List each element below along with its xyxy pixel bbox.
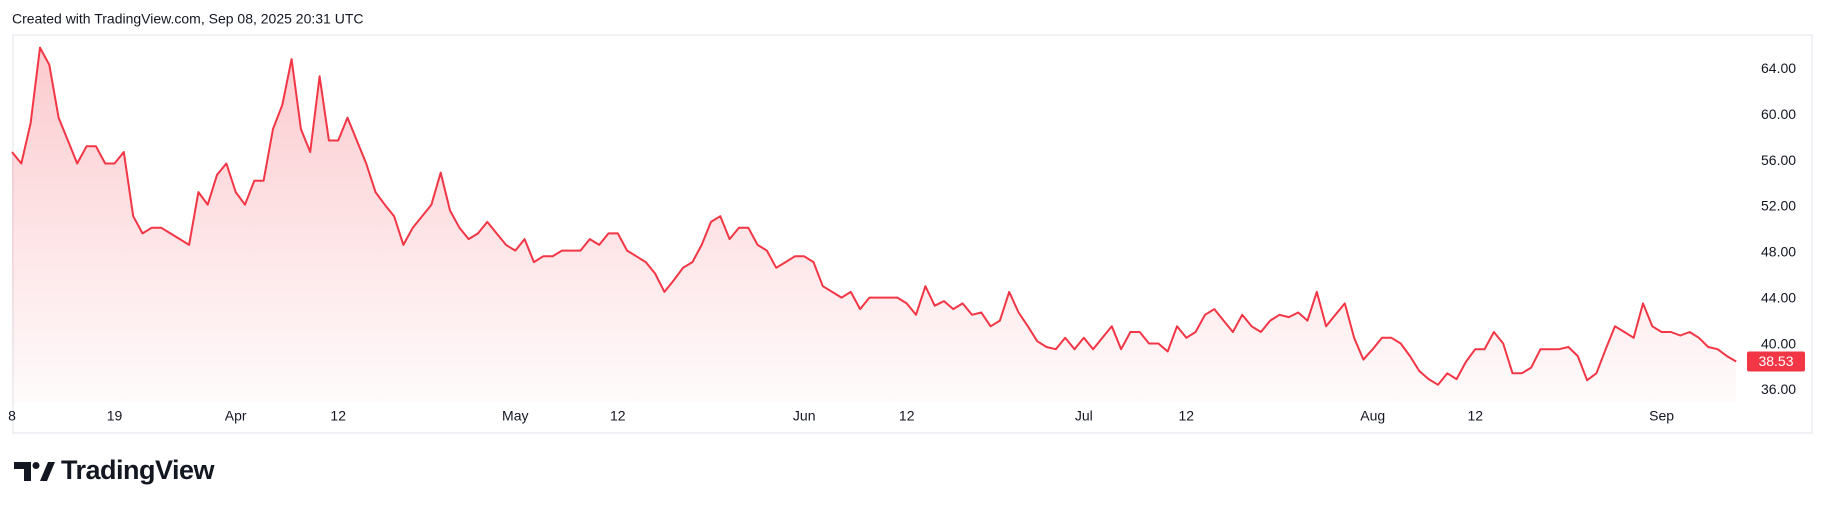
y-tick-label: 56.00 — [1761, 152, 1796, 168]
logo-dot — [32, 462, 40, 469]
x-tick-label: 12 — [1467, 408, 1483, 424]
x-tick-label: 12 — [610, 408, 626, 424]
price-line — [11, 46, 1737, 386]
x-tick-label: Jul — [1075, 408, 1093, 424]
y-tick-label: 36.00 — [1761, 381, 1796, 397]
y-tick-label: 40.00 — [1761, 335, 1796, 351]
last-price-label: 38.53 — [1758, 353, 1793, 369]
y-tick-label: 48.00 — [1761, 244, 1796, 260]
y-tick-label: 60.00 — [1761, 106, 1796, 122]
x-tick-label: Sep — [1649, 408, 1674, 424]
y-tick-label: 52.00 — [1761, 198, 1796, 214]
brand-logo: TradingView — [14, 455, 216, 485]
x-tick-label: Aug — [1360, 408, 1385, 424]
x-tick-label: 8 — [8, 408, 16, 424]
y-tick-label: 44.00 — [1761, 289, 1796, 305]
x-tick-label: 19 — [107, 408, 123, 424]
x-tick-label: May — [502, 408, 528, 424]
x-tick-label: 12 — [1179, 408, 1195, 424]
header-text: Created with TradingView.com, Sep 08, 20… — [12, 11, 364, 27]
x-tick-label: Jun — [793, 408, 816, 424]
logo-mark — [14, 462, 31, 481]
x-tick-label: Apr — [225, 408, 247, 424]
brand-text: TradingView — [61, 455, 216, 485]
area-fill — [12, 47, 1737, 402]
x-tick-label: 12 — [330, 408, 346, 424]
logo-slash — [40, 462, 55, 481]
last-price-box — [1747, 351, 1805, 372]
x-tick-label: 12 — [899, 408, 915, 424]
y-tick-label: 64.00 — [1761, 60, 1796, 76]
